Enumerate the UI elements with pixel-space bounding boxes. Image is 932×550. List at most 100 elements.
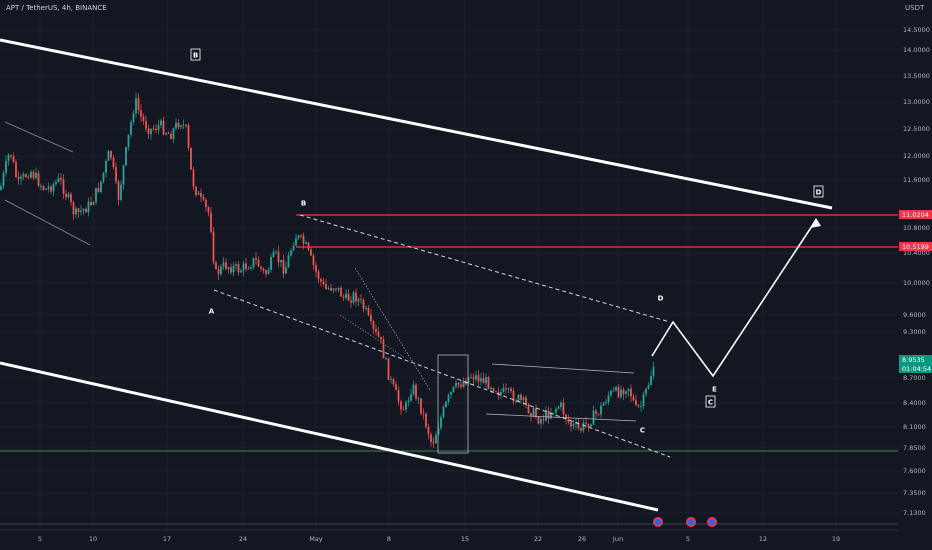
candle-body bbox=[300, 235, 302, 237]
candle-body bbox=[252, 257, 255, 268]
wedge-bottom[interactable] bbox=[485, 413, 637, 422]
candle-body bbox=[552, 412, 555, 414]
candle-body bbox=[72, 202, 75, 215]
time-tick-label: 26 bbox=[578, 535, 586, 543]
candle-body bbox=[162, 120, 165, 135]
candle-body bbox=[277, 251, 280, 263]
candle-body bbox=[25, 174, 27, 178]
candle-body bbox=[65, 193, 67, 197]
candle-body bbox=[587, 423, 590, 427]
candle-body bbox=[490, 387, 492, 390]
candle-body bbox=[180, 125, 182, 128]
price-tag bbox=[899, 210, 932, 219]
candle-body bbox=[172, 128, 175, 140]
price-axis[interactable] bbox=[898, 0, 932, 550]
price-tick-label: 12.5000 bbox=[903, 125, 930, 133]
candle-body bbox=[207, 207, 210, 213]
candle-body bbox=[440, 417, 442, 429]
wedge-top[interactable] bbox=[491, 363, 635, 374]
candle-body bbox=[530, 412, 532, 417]
price-tag bbox=[899, 242, 932, 251]
candle-body bbox=[475, 375, 477, 380]
candle-body bbox=[390, 379, 392, 381]
candle-body bbox=[632, 396, 635, 401]
candle-body bbox=[362, 300, 365, 309]
candle-body bbox=[410, 394, 412, 401]
price-tick-label: 8.4000 bbox=[903, 399, 926, 407]
candlestick-series bbox=[0, 92, 655, 448]
candle-body bbox=[30, 171, 32, 178]
candle-body bbox=[322, 281, 325, 285]
candle-body bbox=[45, 188, 47, 190]
channel-upper-line[interactable] bbox=[0, 38, 833, 210]
candle-body bbox=[365, 307, 367, 309]
candle-body bbox=[520, 394, 522, 400]
candle-body bbox=[647, 385, 650, 389]
left-channel-top[interactable] bbox=[4, 121, 74, 153]
candle-body bbox=[627, 388, 630, 392]
candle-body bbox=[200, 192, 202, 198]
candle-body bbox=[242, 263, 245, 271]
candle-body bbox=[62, 179, 65, 194]
candle-body bbox=[237, 264, 240, 273]
price-axis-labels: 14.5000 14.0000 13.5000 13.0000 12.5000 12.00… bbox=[903, 26, 930, 517]
candle-body bbox=[535, 408, 537, 417]
event-icons[interactable] bbox=[653, 517, 717, 527]
range-box[interactable] bbox=[437, 354, 469, 454]
candle-body bbox=[280, 260, 282, 263]
candle-body bbox=[517, 394, 520, 402]
candle-body bbox=[525, 397, 527, 405]
candle-body bbox=[67, 194, 70, 197]
candle-body bbox=[202, 197, 205, 200]
candle-body bbox=[357, 299, 360, 302]
candle-body bbox=[222, 262, 225, 267]
candle-body bbox=[135, 98, 137, 114]
candle-body bbox=[320, 279, 322, 282]
candle-body bbox=[2, 172, 5, 186]
price-tick-label: 7.6000 bbox=[903, 467, 926, 475]
candle-body bbox=[140, 109, 142, 117]
channel-lower-line[interactable] bbox=[0, 361, 659, 512]
price-tick-label: 10.0000 bbox=[903, 279, 930, 287]
candle-body bbox=[212, 231, 215, 263]
time-tick-label: 19 bbox=[832, 535, 840, 543]
projection-path[interactable] bbox=[651, 219, 817, 378]
candle-body bbox=[395, 384, 397, 391]
candle-body bbox=[457, 382, 460, 385]
candle-body bbox=[42, 185, 45, 190]
dashed-channel-top[interactable] bbox=[299, 214, 671, 323]
candle-body bbox=[425, 413, 427, 427]
price-tick-label: 11.6000 bbox=[903, 176, 930, 184]
candle-body bbox=[217, 269, 220, 275]
dashed-channel-bottom[interactable] bbox=[213, 289, 671, 458]
price-tag-label: 10.5199 bbox=[902, 243, 929, 251]
candle-body bbox=[0, 185, 2, 190]
candle-body bbox=[560, 402, 562, 407]
candle-body bbox=[625, 391, 627, 395]
price-tick-label: 7.1300 bbox=[903, 509, 926, 517]
candle-body bbox=[50, 186, 52, 192]
price-tick-label: 7.8500 bbox=[903, 444, 926, 452]
dotted-trendline-2[interactable] bbox=[339, 314, 406, 359]
candle-body bbox=[472, 377, 475, 380]
symbol-title[interactable]: APT / TetherUS, 4h, BINANCE bbox=[6, 4, 107, 12]
candle-body bbox=[367, 307, 370, 316]
dotted-trendline[interactable] bbox=[354, 267, 431, 391]
candle-body bbox=[285, 267, 287, 274]
candle-body bbox=[60, 177, 62, 180]
candle-body bbox=[32, 171, 35, 178]
left-channel-bottom[interactable] bbox=[4, 199, 91, 246]
candle-body bbox=[527, 404, 530, 413]
price-tick-label: 14.0000 bbox=[903, 46, 930, 54]
candle-body bbox=[487, 377, 490, 390]
candle-body bbox=[52, 184, 55, 192]
candle-body bbox=[447, 394, 450, 402]
candle-body bbox=[15, 162, 17, 177]
time-axis[interactable]: 5 10 17 24 May 8 15 22 26 Jun 5 12 19 bbox=[38, 535, 840, 543]
candle-body bbox=[415, 384, 417, 399]
candle-body bbox=[360, 299, 362, 301]
candle-body bbox=[235, 264, 237, 266]
price-tick-label: 9.6000 bbox=[903, 311, 926, 319]
